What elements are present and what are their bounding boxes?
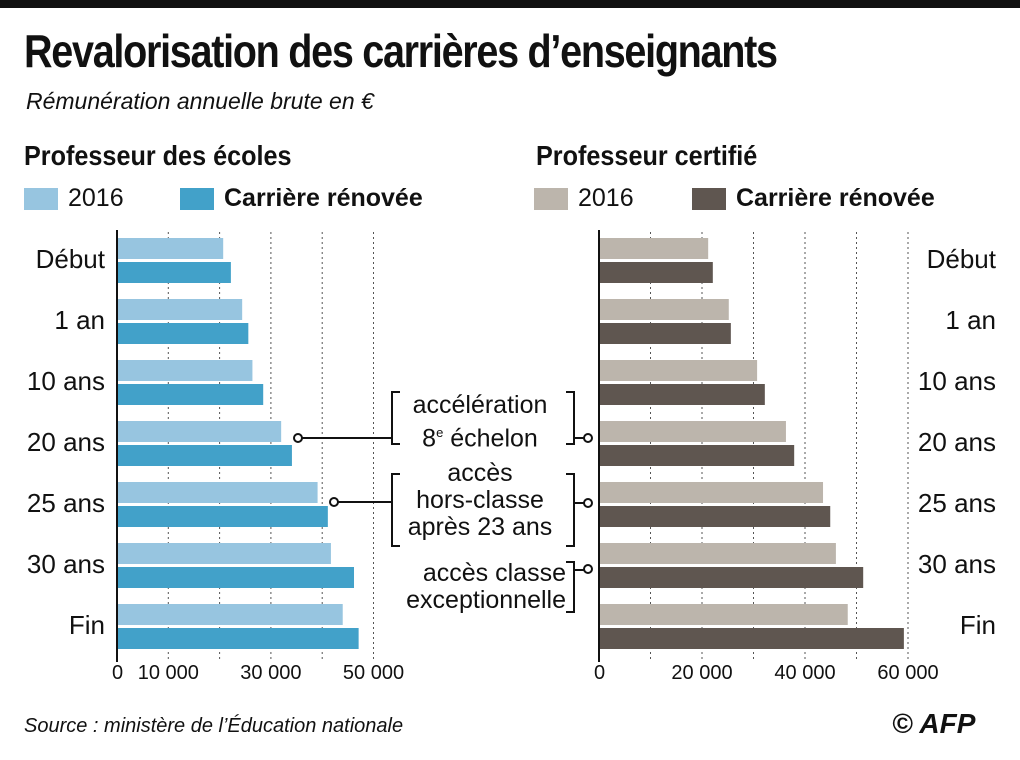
bar-2016 (117, 299, 243, 320)
legend-label: 2016 (578, 184, 634, 212)
category-label: 1 an (945, 305, 996, 335)
legend-label: Carrière rénovée (736, 184, 935, 212)
chart-subtitle: Rémunération annuelle brute en € (26, 88, 374, 114)
bar-renovee (117, 567, 355, 588)
x-tick-label: 60 000 (877, 662, 939, 684)
bar-renovee (599, 567, 864, 588)
annotation-bracket (566, 561, 584, 613)
annotation-dot (583, 433, 593, 443)
bar-2016 (599, 238, 709, 259)
bar-renovee (599, 506, 831, 527)
legend-right-2016: 2016 (534, 184, 634, 213)
bar-2016 (117, 360, 253, 381)
legend-swatch (180, 187, 214, 210)
bar-2016 (117, 604, 343, 625)
annotation-bracket (566, 391, 584, 445)
bar-2016 (599, 482, 824, 503)
annotation-classe-exceptionnelle: accès classe exceptionnelle (380, 560, 566, 614)
x-tick-label: 10 000 (137, 662, 199, 684)
category-label: 10 ans (26, 366, 105, 396)
x-tick-label: 0 (112, 662, 124, 684)
annotation-dot (583, 498, 593, 508)
annotation-dot (329, 497, 339, 507)
annotation-line: exceptionnelle (406, 586, 566, 614)
bar-renovee (599, 628, 904, 649)
x-tick-label: 0 (594, 662, 606, 684)
top-bar (0, 0, 1020, 8)
bar-2016 (599, 360, 758, 381)
left-panel-title: Professeur des écoles (24, 140, 292, 171)
x-tick-label: 40 000 (774, 662, 836, 684)
annotation-connector (298, 391, 400, 445)
bar-renovee (117, 384, 264, 405)
annotation-line: hors-classe (416, 486, 544, 514)
category-label: 10 ans (917, 366, 996, 396)
category-label: 20 ans (917, 427, 996, 457)
legend-label: 2016 (68, 184, 124, 212)
annotation-text: 8 (422, 424, 437, 453)
x-tick-label: 50 000 (342, 662, 405, 684)
source-note: Source : ministère de l’Éducation nation… (24, 715, 404, 737)
legend-swatch (534, 187, 568, 210)
annotation-text: échelon (443, 424, 538, 453)
category-label: Fin (959, 610, 996, 640)
bar-2016 (599, 604, 848, 625)
legend-right-renovee: Carrière rénovée (692, 184, 935, 213)
annotation-connector (336, 473, 584, 547)
bar-2016 (599, 421, 786, 442)
bar-renovee (117, 506, 328, 527)
bar-2016 (599, 543, 836, 564)
legend-swatch (24, 187, 58, 210)
annotation-dot (583, 564, 593, 574)
x-tick-label: 20 000 (671, 662, 733, 684)
annotation-line: accès (447, 459, 513, 487)
bar-renovee (117, 628, 359, 649)
category-label: Fin (68, 610, 105, 640)
afp-logo: © AFP (892, 708, 976, 739)
bar-renovee (117, 445, 292, 466)
legend-label: Carrière rénovée (224, 184, 423, 212)
bar-renovee (117, 262, 231, 283)
bar-2016 (117, 482, 318, 503)
annotation-sup: e (436, 425, 444, 440)
annotation-line: 8e échelon (392, 419, 568, 452)
chart-title: Revalorisation des carrières d’enseignan… (24, 25, 778, 77)
category-label: 20 ans (26, 427, 105, 457)
bar-2016 (117, 421, 282, 442)
bar-renovee (599, 384, 765, 405)
category-label: 30 ans (26, 549, 105, 579)
x-tick-label: 30 000 (240, 662, 302, 684)
legend-left-renovee: Carrière rénovée (180, 184, 423, 213)
category-label: 25 ans (26, 488, 105, 518)
category-label: Début (926, 244, 996, 274)
bar-renovee (599, 262, 713, 283)
annotation-line: accès classe (422, 559, 566, 587)
category-label: 25 ans (917, 488, 996, 518)
bar-renovee (599, 445, 795, 466)
annotation-line: après 23 ans (407, 513, 553, 541)
annotation-hors-classe: accès hors-classe après 23 ans (392, 460, 568, 541)
legend-left-2016: 2016 (24, 184, 124, 213)
bar-renovee (599, 323, 731, 344)
bar-2016 (117, 543, 331, 564)
bar-2016 (117, 238, 224, 259)
right-panel-title: Professeur certifié (536, 140, 758, 171)
annotation-acceleration: accélération 8e échelon (392, 392, 568, 452)
legend-swatch (692, 187, 726, 210)
bar-2016 (599, 299, 729, 320)
bar-renovee (117, 323, 249, 344)
category-label: 30 ans (917, 549, 996, 579)
category-label: 1 an (54, 305, 105, 335)
annotation-line: accélération (412, 391, 548, 419)
category-label: Début (35, 244, 105, 274)
annotation-dot (293, 433, 303, 443)
